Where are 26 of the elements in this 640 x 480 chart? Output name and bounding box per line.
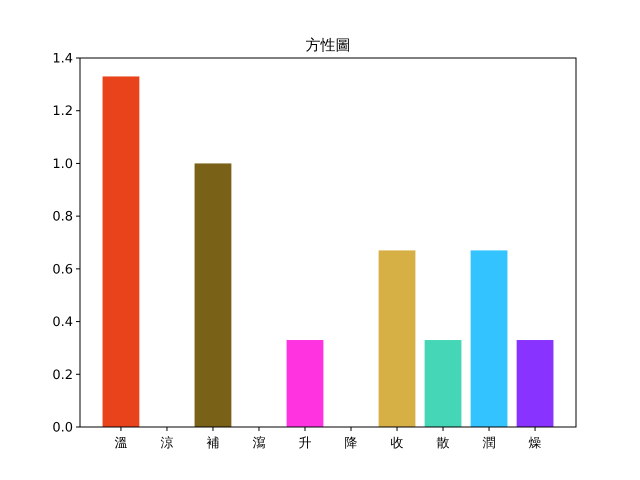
chart-title: 方性圖: [306, 36, 350, 54]
y-tick-label: 1.0: [52, 156, 73, 172]
y-tick-label: 0.4: [52, 315, 73, 330]
x-tick-label: 補: [206, 436, 220, 451]
x-tick-label: 收: [390, 436, 404, 451]
x-tick-label: 升: [298, 436, 312, 451]
bar: [378, 250, 416, 427]
x-tick-label: 涼: [160, 436, 174, 451]
y-tick-label: 0.0: [52, 420, 73, 436]
x-tick-label: 瀉: [252, 436, 266, 451]
y-tick-label: 1.4: [52, 52, 73, 66]
y-tick-label: 0.2: [52, 368, 73, 383]
bar: [102, 76, 140, 427]
bar: [470, 250, 508, 427]
y-tick-label: 0.6: [52, 262, 73, 278]
x-tick-label: 散: [436, 436, 450, 451]
y-tick-label: 0.8: [52, 210, 73, 225]
y-tick-label: 1.2: [52, 104, 73, 120]
x-tick-label: 潤: [482, 436, 496, 451]
x-tick-label: 溫: [114, 436, 128, 451]
x-tick-label: 降: [344, 436, 358, 451]
x-tick-label: 燥: [528, 436, 542, 451]
bar: [516, 340, 554, 427]
bar: [194, 163, 232, 427]
bar: [424, 340, 462, 427]
bar: [286, 340, 324, 427]
